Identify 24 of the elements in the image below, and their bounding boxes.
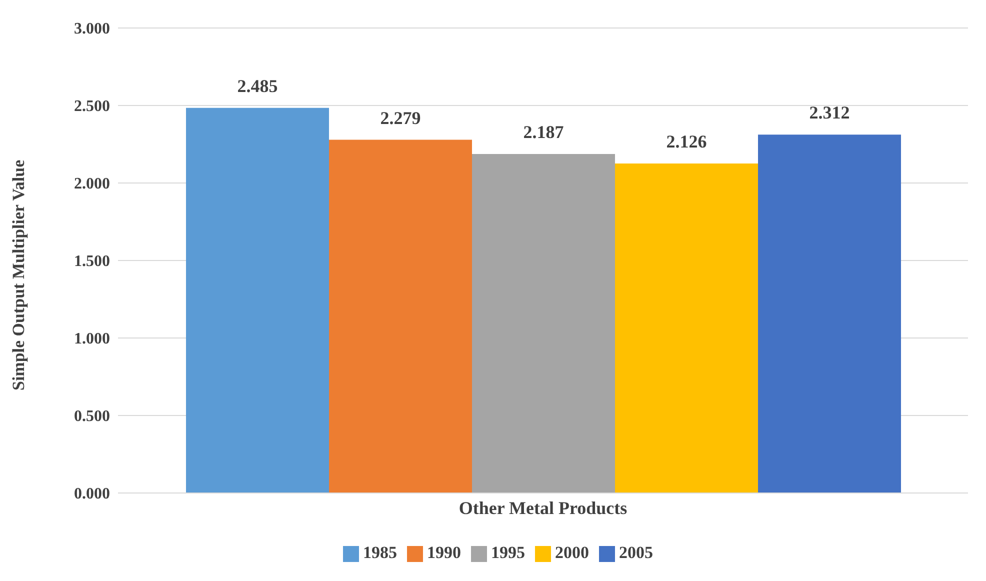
bar: [758, 134, 901, 493]
bar: [472, 154, 615, 493]
data-label: 2.485: [237, 76, 278, 96]
data-label: 2.279: [380, 108, 421, 128]
x-tick-label: Other Metal Products: [458, 498, 628, 518]
data-label: 2.312: [809, 102, 850, 123]
bar: [186, 108, 329, 493]
y-axis-title: Simple Output Multiplier Value: [9, 159, 28, 390]
y-tick-label: 0.000: [74, 486, 110, 503]
y-tick-label: 1.000: [74, 330, 110, 348]
y-tick-label: 2.500: [74, 98, 110, 116]
legend-label: 1990: [427, 543, 461, 562]
legend-label: 1995: [491, 543, 525, 562]
data-label: 2.126: [666, 131, 707, 152]
legend-label: 2005: [619, 543, 653, 562]
y-tick-label: 0.500: [74, 408, 110, 426]
y-tick-label: 2.000: [74, 176, 110, 193]
legend-label: 2000: [555, 543, 589, 562]
y-tick-label: 1.500: [74, 253, 110, 270]
y-tick-label: 3.000: [74, 20, 110, 38]
bar: [329, 140, 472, 493]
bar: [615, 163, 758, 493]
legend-label: 1985: [363, 543, 397, 562]
data-label: 2.187: [523, 122, 564, 142]
